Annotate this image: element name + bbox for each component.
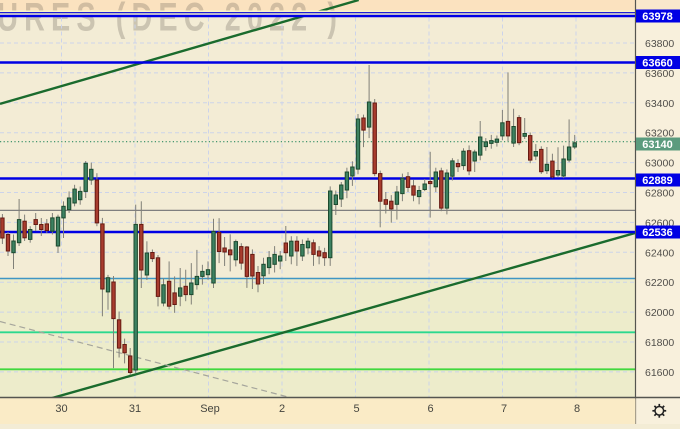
svg-text:63140: 63140 [642,139,673,151]
svg-text:63400: 63400 [645,98,674,110]
svg-text:63600: 63600 [645,68,674,80]
svg-text:8: 8 [574,403,580,415]
svg-text:7: 7 [501,403,507,415]
svg-text:Sep: Sep [200,403,220,415]
svg-text:61600: 61600 [645,367,674,379]
svg-text:63800: 63800 [645,38,674,50]
svg-text:62400: 62400 [645,247,674,259]
svg-text:62800: 62800 [645,188,674,200]
svg-text:6: 6 [427,403,433,415]
svg-text:62000: 62000 [645,307,674,319]
svg-text:63978: 63978 [642,11,673,23]
svg-text:5: 5 [353,403,359,415]
svg-text:30: 30 [55,403,67,415]
svg-text:62536: 62536 [642,227,673,239]
svg-text:62200: 62200 [645,277,674,289]
svg-text:31: 31 [129,403,141,415]
svg-text:63660: 63660 [642,58,673,70]
svg-text:61800: 61800 [645,337,674,349]
svg-text:63000: 63000 [645,158,674,170]
svg-text:2: 2 [279,403,285,415]
svg-text:62889: 62889 [642,175,673,187]
